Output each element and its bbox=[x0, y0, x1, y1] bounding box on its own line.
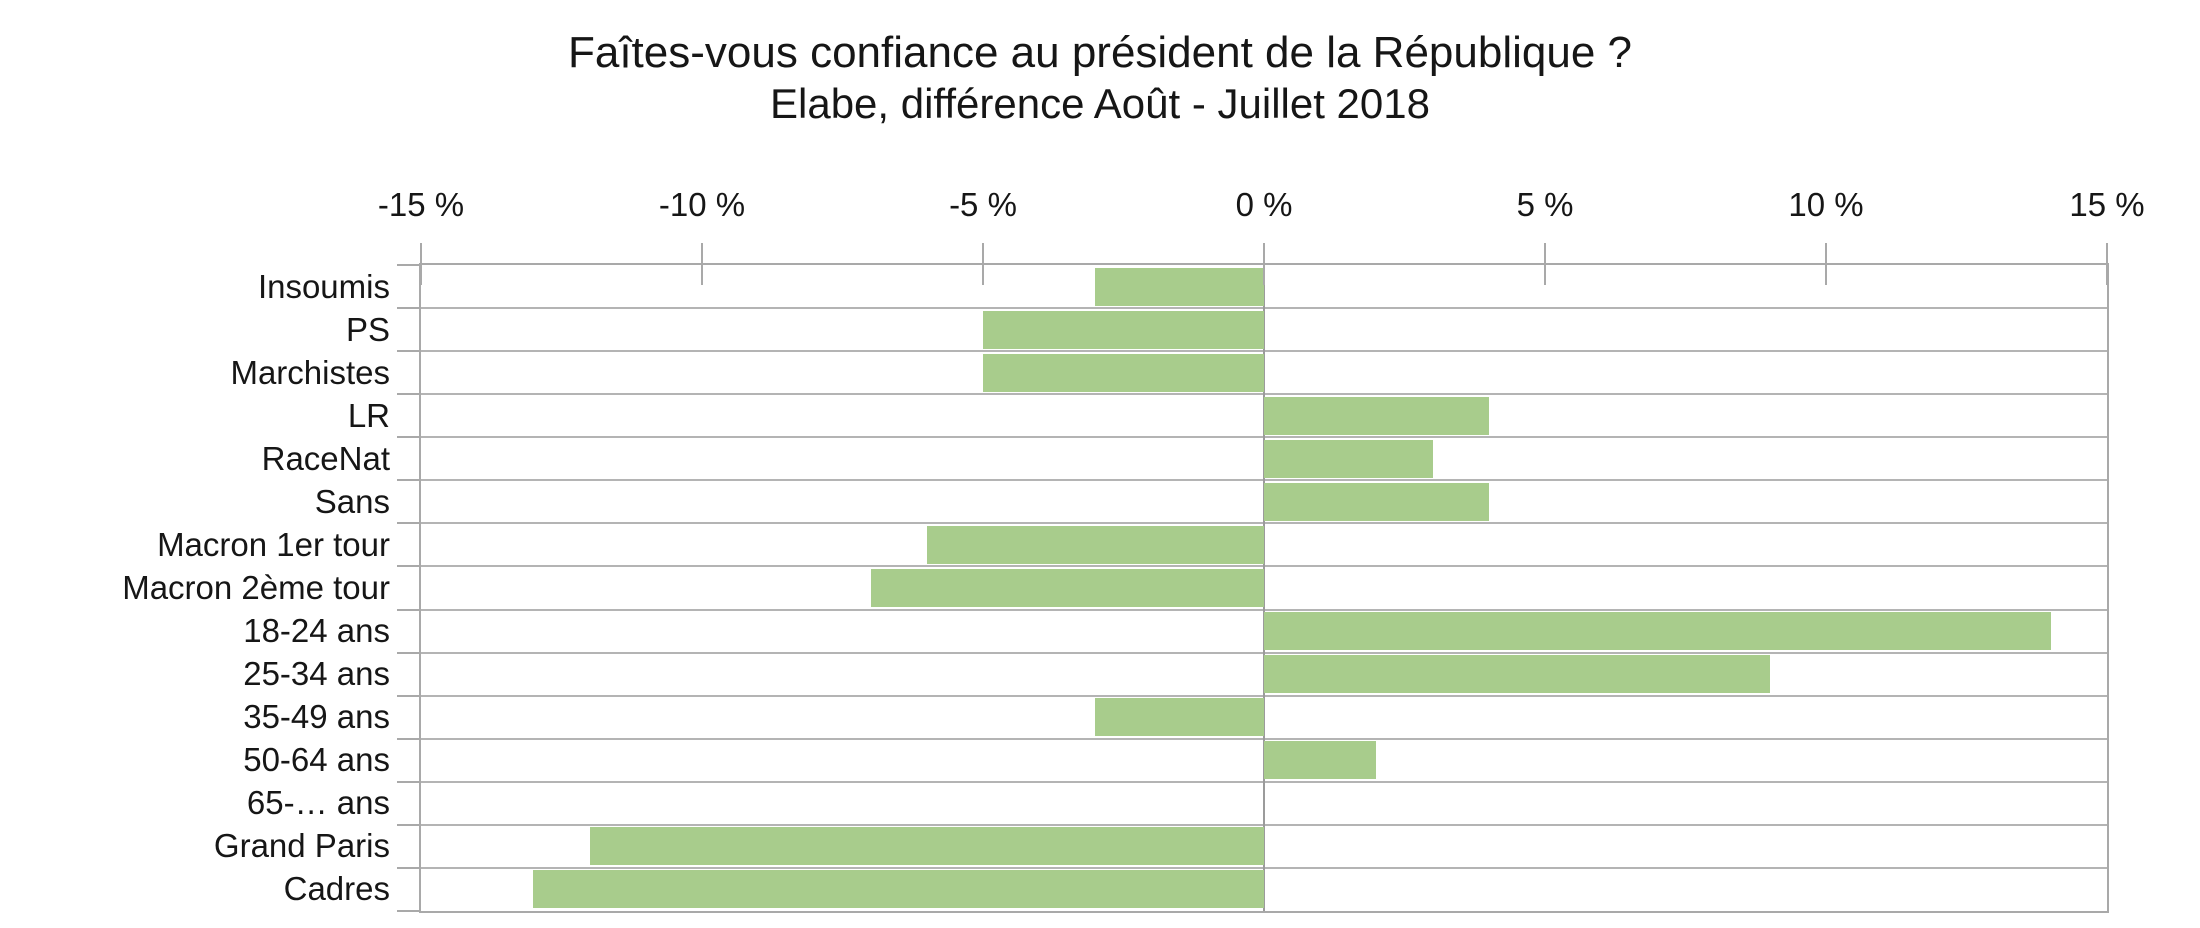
category-label: Macron 1er tour bbox=[157, 525, 390, 563]
axis-tick bbox=[397, 307, 419, 310]
chart-title: Faîtes-vous confiance au président de la… bbox=[567, 28, 1632, 77]
bar-25-34-ans bbox=[1264, 655, 1770, 694]
axis-tick bbox=[397, 910, 419, 912]
axis-tick bbox=[397, 565, 419, 568]
axis-tick bbox=[1825, 243, 1827, 285]
bar-ps bbox=[983, 310, 1264, 349]
bar-grand-paris bbox=[589, 827, 1264, 866]
bar-macron-1er-tour bbox=[926, 525, 1264, 564]
bar-50-64-ans bbox=[1264, 741, 1377, 780]
category-label: Grand Paris bbox=[213, 827, 390, 865]
axis-tick bbox=[397, 479, 419, 482]
bar-35-49-ans bbox=[1095, 698, 1264, 737]
axis-tick bbox=[397, 737, 419, 740]
axis-tick bbox=[397, 823, 419, 826]
axis-tick bbox=[397, 866, 419, 869]
category-label: PS bbox=[345, 310, 390, 348]
bar-sans bbox=[1264, 482, 1489, 521]
axis-tick bbox=[397, 350, 419, 353]
category-label: Cadres bbox=[283, 870, 390, 908]
plot-area: -15 % -10 % -5 % 0 % 5 % 10 % 15 % bbox=[378, 186, 2145, 913]
category-label: 65-… ans bbox=[246, 784, 390, 822]
bar-lr bbox=[1264, 396, 1489, 435]
category-label: Insoumis bbox=[257, 267, 390, 305]
axis-tick-label: 5 % bbox=[1516, 186, 1574, 223]
axis-tick-label: 10 % bbox=[1788, 186, 1864, 223]
axis-tick-label: 0 % bbox=[1235, 186, 1293, 223]
category-label: Marchistes bbox=[230, 353, 390, 391]
category-label: Sans bbox=[314, 482, 390, 520]
bar-insoumis bbox=[1095, 267, 1264, 306]
axis-tick bbox=[397, 264, 419, 266]
category-axis-labels: Insoumis PS Marchistes LR RaceNat Sans Macron … bbox=[0, 263, 390, 913]
category-label: 25-34 ans bbox=[243, 655, 390, 693]
axis-tick bbox=[397, 436, 419, 439]
bar-racenat bbox=[1264, 439, 1433, 478]
axis-tick bbox=[397, 780, 419, 783]
category-label: 35-49 ans bbox=[243, 698, 390, 736]
bar-macron-2-me-tour bbox=[870, 569, 1264, 607]
axis-tick bbox=[397, 608, 419, 611]
axis-tick bbox=[397, 651, 419, 654]
axis-tick-label: 15 % bbox=[2069, 186, 2145, 223]
axis-tick-label: -5 % bbox=[949, 186, 1017, 223]
axis-tick-label: -15 % bbox=[377, 186, 465, 223]
axis-tick bbox=[1263, 243, 1265, 285]
axis-tick bbox=[701, 243, 703, 285]
axis-tick bbox=[397, 393, 419, 396]
axis-tick bbox=[982, 243, 984, 285]
axis-tick-label: -10 % bbox=[658, 186, 746, 223]
zero-line bbox=[1263, 265, 1265, 911]
category-label: 50-64 ans bbox=[243, 741, 390, 779]
category-label: RaceNat bbox=[261, 439, 390, 477]
axis-tick bbox=[2106, 243, 2108, 285]
bar-18-24-ans bbox=[1264, 612, 2051, 651]
category-label: Macron 2ème tour bbox=[122, 569, 390, 606]
bar-marchistes bbox=[983, 353, 1264, 392]
axis-tick bbox=[1544, 243, 1546, 285]
axis-tick bbox=[397, 694, 419, 697]
bar-cadres bbox=[533, 870, 1264, 909]
axis-tick bbox=[397, 522, 419, 525]
chart-subtitle: Elabe, différence Août - Juillet 2018 bbox=[769, 80, 1430, 127]
category-label: LR bbox=[347, 396, 390, 434]
axis-tick bbox=[420, 243, 422, 285]
category-label: 18-24 ans bbox=[243, 612, 390, 650]
